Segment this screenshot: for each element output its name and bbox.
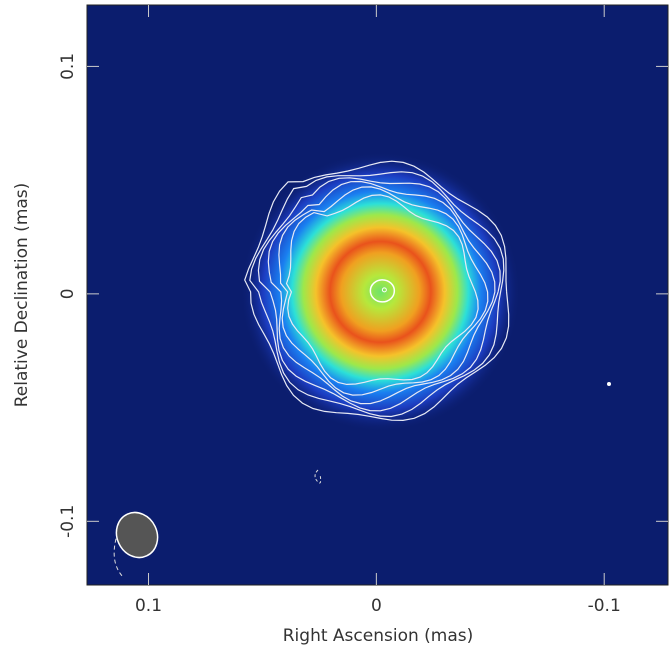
contour (257, 177, 501, 412)
x-tick-label: -0.1 (588, 596, 621, 616)
contour (285, 194, 479, 386)
contour (278, 186, 489, 396)
contour (369, 279, 396, 303)
y-tick-label: 0.1 (58, 53, 78, 80)
contour (267, 180, 496, 405)
contour (113, 531, 125, 579)
x-tick-label: 0 (371, 596, 382, 616)
x-axis-label: Right Ascension (mas) (283, 626, 474, 646)
contour (244, 160, 510, 422)
y-tick-label: 0 (58, 288, 78, 299)
contour (607, 382, 611, 386)
y-tick-label: -0.1 (58, 505, 78, 538)
contour (381, 287, 387, 293)
source-emission (240, 151, 521, 432)
x-tick-label: 0.1 (135, 596, 162, 616)
plot-frame (86, 4, 669, 586)
beam (115, 511, 159, 559)
y-axis-label: Relative Declination (mas) (12, 183, 32, 408)
plot-area (87, 5, 668, 585)
contour (249, 171, 505, 418)
